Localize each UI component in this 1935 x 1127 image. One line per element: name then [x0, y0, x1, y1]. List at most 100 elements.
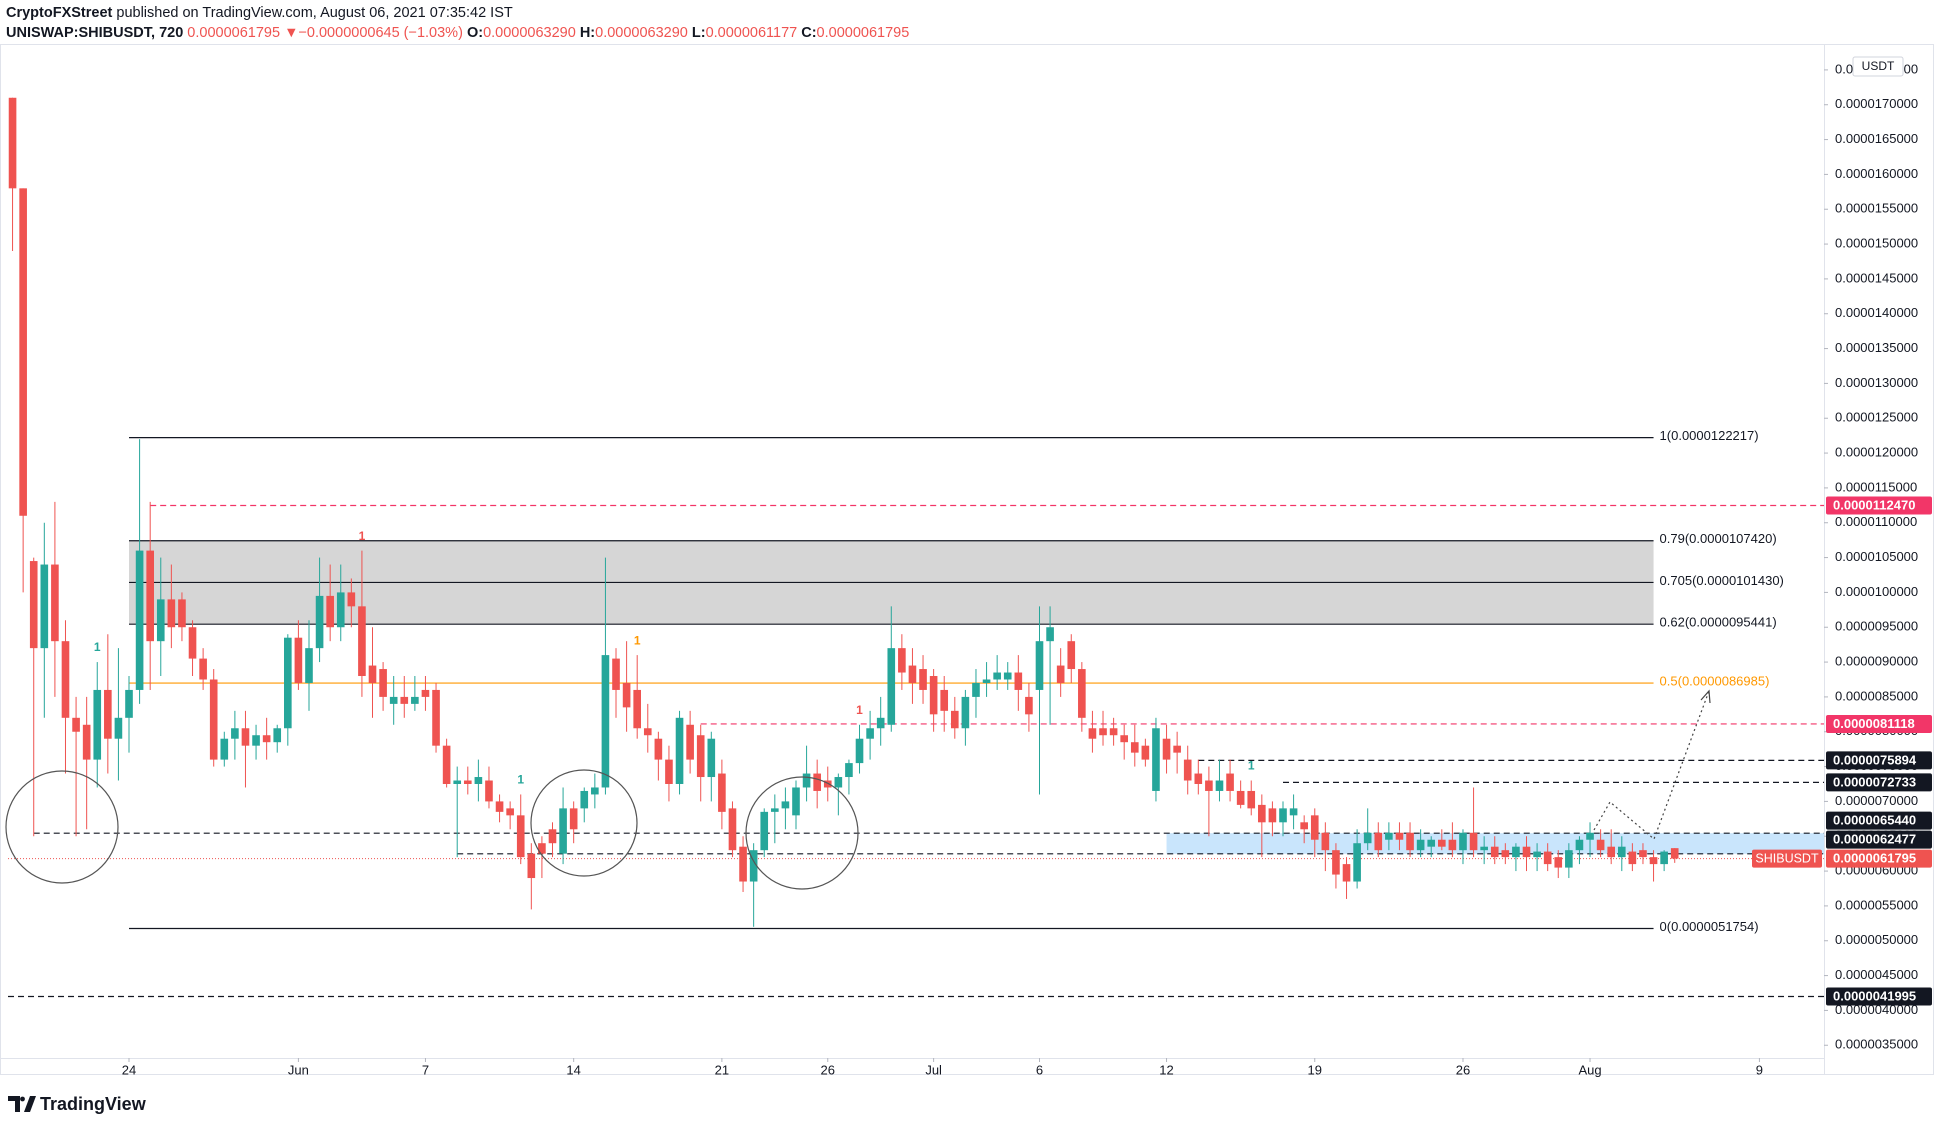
candle-body — [1226, 773, 1234, 791]
candle-body — [1448, 839, 1457, 851]
candle-body — [1215, 780, 1224, 791]
candle-body — [305, 648, 313, 683]
candle-body — [1279, 808, 1287, 823]
axis-label-box — [1826, 751, 1932, 770]
candle-body — [749, 850, 758, 882]
candle-body — [474, 777, 483, 784]
signal: 1 — [94, 640, 101, 654]
candle-body — [29, 561, 38, 649]
candle-body — [1342, 864, 1351, 882]
candle-body — [1332, 850, 1340, 875]
symbol-label: SHIBUSDT — [1755, 851, 1819, 865]
candle-body — [1300, 822, 1308, 830]
publish-line: CryptoFXStreet published on TradingView.… — [6, 3, 913, 23]
y-tick-label: 0.0000165000 — [1835, 131, 1918, 146]
candle-body — [1596, 839, 1605, 851]
brand: TradingView — [40, 1094, 147, 1114]
symbol-line: UNISWAP:SHIBUSDT, 720 0.0000061795 ▼−0.0… — [6, 23, 913, 43]
candle-body — [1660, 851, 1668, 865]
candle-body — [432, 689, 440, 746]
candle-body — [1025, 696, 1033, 715]
header: CryptoFXStreet published on TradingView.… — [6, 3, 913, 43]
candle-body — [495, 801, 504, 812]
symbol-box — [1752, 849, 1822, 868]
candle-body — [1617, 846, 1626, 858]
y-tick-label: 0.0000050000 — [1835, 932, 1918, 947]
drawings-under: 1(0.0000122217) 0.79(0.0000107420) 0.705(0… — [8, 428, 1824, 998]
candle-body — [993, 672, 1001, 680]
candle-body — [516, 815, 525, 858]
candle-body — [1522, 846, 1531, 858]
drawings-over — [5, 689, 1711, 890]
candle-body — [1183, 759, 1192, 781]
candle-body — [82, 724, 91, 760]
candle-body — [104, 689, 112, 739]
candle-body — [199, 658, 207, 680]
candle-body — [442, 745, 451, 784]
candle-body — [1046, 627, 1054, 642]
candle-body — [400, 696, 409, 704]
y-tick-label: 0.0000055000 — [1835, 897, 1918, 912]
last-price: 0.0000061795 — [187, 25, 281, 41]
y-tick-label: 0.0000150000 — [1835, 236, 1918, 251]
axis-label: 0.0000072733 — [1833, 774, 1916, 789]
candle-body — [1607, 846, 1616, 858]
candle-body — [1649, 857, 1658, 865]
candle-body — [1003, 672, 1012, 680]
candle-body — [125, 689, 133, 718]
candle-body — [146, 550, 154, 642]
candle-body — [1416, 839, 1425, 851]
fib-label: 0.5(0.0000086985) — [1660, 674, 1770, 689]
candle-body — [1353, 843, 1361, 882]
candle-body — [1512, 846, 1520, 858]
candle-body — [686, 724, 694, 760]
x-tick-label: 14 — [566, 1062, 580, 1077]
candle-body — [1501, 850, 1510, 858]
y-tick-label: 0.0000140000 — [1835, 305, 1918, 320]
publisher: CryptoFXStreet — [6, 5, 113, 21]
ohlc-key: O: — [466, 25, 484, 41]
candle-body — [601, 655, 610, 788]
candle-body — [569, 808, 578, 830]
y-tick-label: 0.0000085000 — [1835, 688, 1918, 703]
candle-body — [1258, 804, 1266, 823]
candle-body — [1554, 857, 1563, 868]
candle-body — [675, 717, 684, 784]
y-tick-label: 0.0000045000 — [1835, 967, 1918, 982]
candle-body — [241, 728, 250, 746]
candle-body — [358, 606, 366, 677]
candle-body — [1406, 832, 1414, 851]
candle-body — [792, 787, 800, 816]
fib-label: 1(0.0000122217) — [1660, 428, 1759, 443]
candle-body — [1236, 790, 1245, 805]
candle-body — [1194, 773, 1203, 784]
fib-label: 0.62(0.0000095441) — [1660, 615, 1777, 630]
axis-label: 0.0000041995 — [1833, 988, 1916, 1003]
candle-body — [718, 773, 726, 812]
axes: 0.0000035000 0.0000040000 0.0000045000 0.00… — [122, 56, 1932, 1077]
candle-body — [707, 738, 716, 778]
candle-body — [1543, 851, 1552, 865]
x-tick-label: Aug — [1578, 1062, 1601, 1077]
ohlc-value: 0.0000063290 — [595, 25, 688, 41]
fib-label: 0.705(0.0000101430) — [1660, 573, 1784, 588]
candle-body — [485, 780, 493, 802]
ohlc: O:0.0000063290 H:0.0000063290 L:0.00000611… — [467, 25, 913, 41]
candle-body — [559, 808, 567, 854]
candle-body — [1173, 745, 1181, 753]
candle-body — [643, 728, 652, 736]
candle-body — [1385, 832, 1393, 840]
axis-label: 0.0000075894 — [1833, 752, 1917, 767]
signal: 1 — [634, 633, 641, 647]
candle-body — [1099, 728, 1107, 736]
candle-body — [51, 564, 59, 642]
candle-body — [548, 829, 557, 844]
fib-label: 0.79(0.0000107420) — [1660, 531, 1777, 546]
candle-body — [982, 679, 991, 683]
candle-body — [1035, 641, 1044, 690]
y-tick-label: 0.0000120000 — [1835, 445, 1918, 460]
currency-box — [1852, 56, 1904, 77]
candle-body — [1459, 832, 1467, 851]
candle-body — [209, 679, 218, 760]
